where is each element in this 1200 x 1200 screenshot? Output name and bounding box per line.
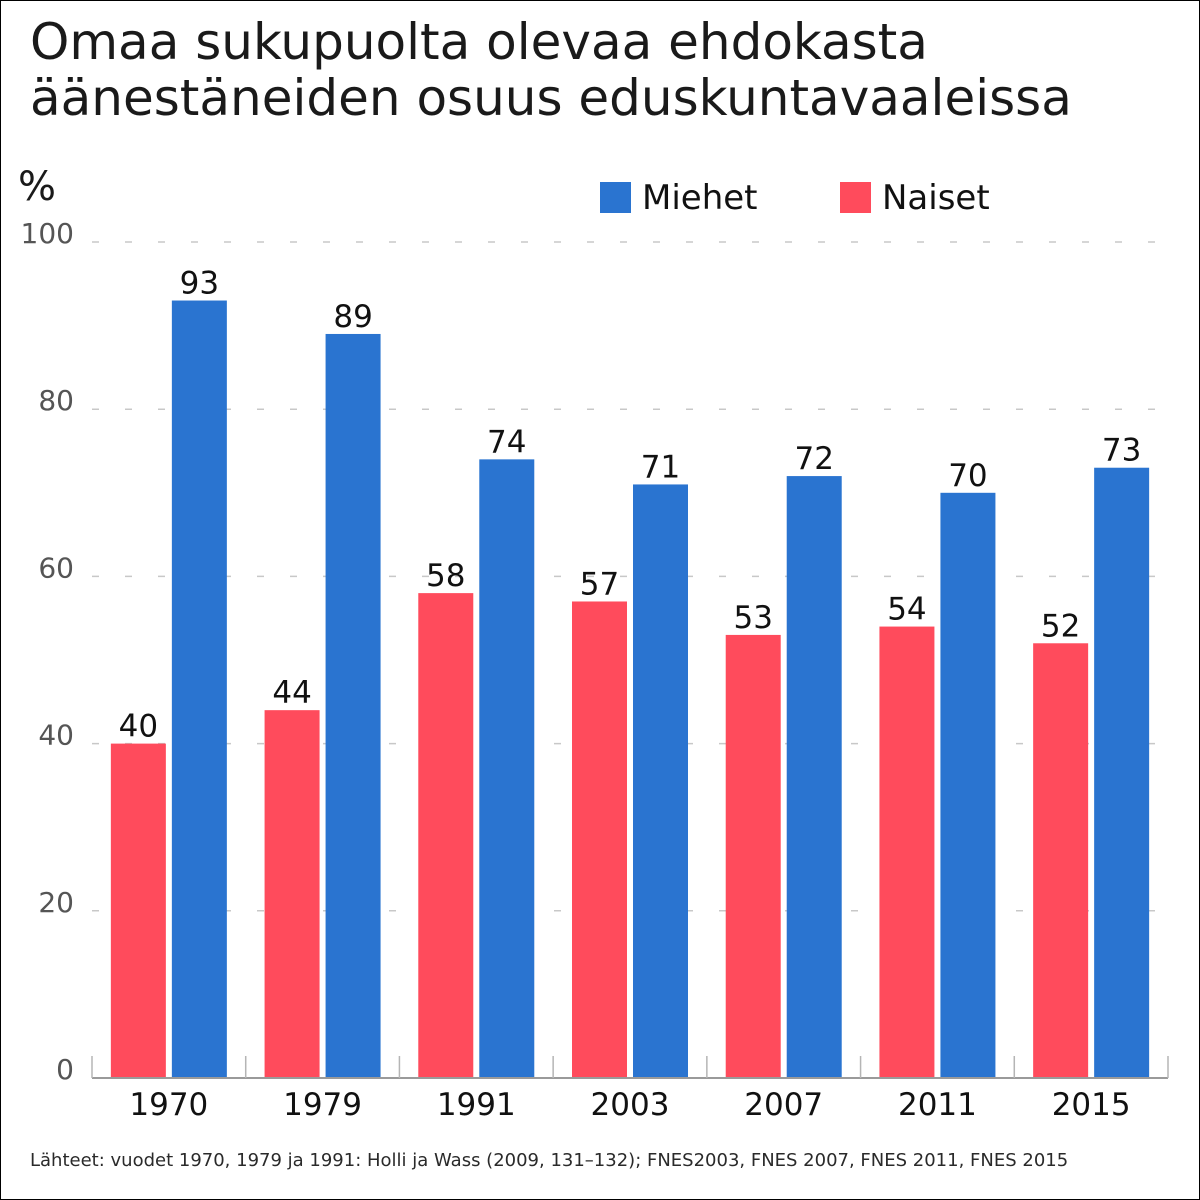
source-note: Lähteet: vuodet 1970, 1979 ja 1991: Holl…	[30, 1150, 1069, 1171]
chart-title-line-1: Omaa sukupuolta olevaa ehdokasta	[30, 13, 928, 71]
bar-naiset-2011	[879, 626, 935, 1078]
bar-naiset-1991	[418, 593, 474, 1078]
value-label-naiset-1979: 44	[272, 675, 311, 711]
bar-miehet-2011	[940, 492, 996, 1078]
value-label-naiset-2003: 57	[580, 566, 619, 602]
y-axis-unit-label: %	[18, 164, 56, 210]
x-tick-label-1970: 1970	[129, 1087, 208, 1123]
bar-miehet-1970	[171, 300, 227, 1078]
x-axis: 1970 1979 1991 2003 2007 2011 2015	[91, 1056, 1169, 1123]
bar-naiset-2015	[1033, 643, 1089, 1078]
y-tick-label-40: 40	[38, 719, 74, 752]
y-tick-label-80: 80	[38, 384, 74, 417]
value-label-miehet-1979: 89	[333, 299, 372, 335]
x-tick-label-2007: 2007	[744, 1087, 823, 1123]
y-tick-label-0: 0	[56, 1053, 74, 1086]
y-tick-label-20: 20	[38, 886, 74, 919]
y-tick-label-60: 60	[38, 551, 74, 584]
value-label-naiset-2011: 54	[887, 592, 926, 628]
value-label-naiset-1970: 40	[119, 709, 158, 745]
value-label-naiset-2007: 53	[733, 600, 772, 636]
legend-label-miehet: Miehet	[642, 178, 758, 218]
y-axis-ticks: 0 20 40 60 80 100	[21, 217, 74, 1086]
x-tick-label-2003: 2003	[591, 1087, 670, 1123]
bar-naiset-1970	[110, 743, 166, 1078]
bar-miehet-2015	[1094, 467, 1150, 1079]
bar-miehet-2003	[633, 484, 688, 1078]
legend-swatch-naiset	[840, 182, 871, 213]
value-label-miehet-2003: 71	[641, 449, 680, 485]
bar-miehet-2007	[786, 476, 842, 1079]
value-label-miehet-1970: 93	[180, 266, 219, 302]
value-label-naiset-1991: 58	[426, 558, 465, 594]
x-tick-label-1979: 1979	[283, 1087, 362, 1123]
y-tick-label-100: 100	[21, 217, 74, 250]
legend-swatch-miehet	[600, 182, 631, 213]
chart-title-line-2: äänestäneiden osuus eduskuntavaaleissa	[30, 69, 1072, 127]
bar-miehet-1991	[479, 459, 535, 1078]
bars: 40 93 44 89 58 74 57 71 53 72 54 70 52 73	[110, 266, 1150, 1079]
value-label-miehet-1991: 74	[487, 424, 526, 460]
value-label-miehet-2015: 73	[1102, 433, 1141, 469]
bar-naiset-1979	[264, 710, 320, 1078]
bar-naiset-2007	[725, 634, 781, 1078]
gridlines	[92, 241, 1168, 912]
x-tick-label-2015: 2015	[1052, 1087, 1131, 1123]
legend: Miehet Naiset	[600, 178, 990, 218]
legend-label-naiset: Naiset	[882, 178, 990, 218]
x-tick-label-2011: 2011	[898, 1087, 977, 1123]
x-tick-label-1991: 1991	[437, 1087, 516, 1123]
value-label-miehet-2011: 70	[948, 458, 987, 494]
bar-naiset-2003	[572, 601, 627, 1078]
chart-title: Omaa sukupuolta olevaa ehdokasta äänestä…	[30, 14, 1072, 126]
bar-miehet-1979	[325, 333, 381, 1079]
value-label-naiset-2015: 52	[1041, 608, 1080, 644]
value-label-miehet-2007: 72	[794, 441, 833, 477]
